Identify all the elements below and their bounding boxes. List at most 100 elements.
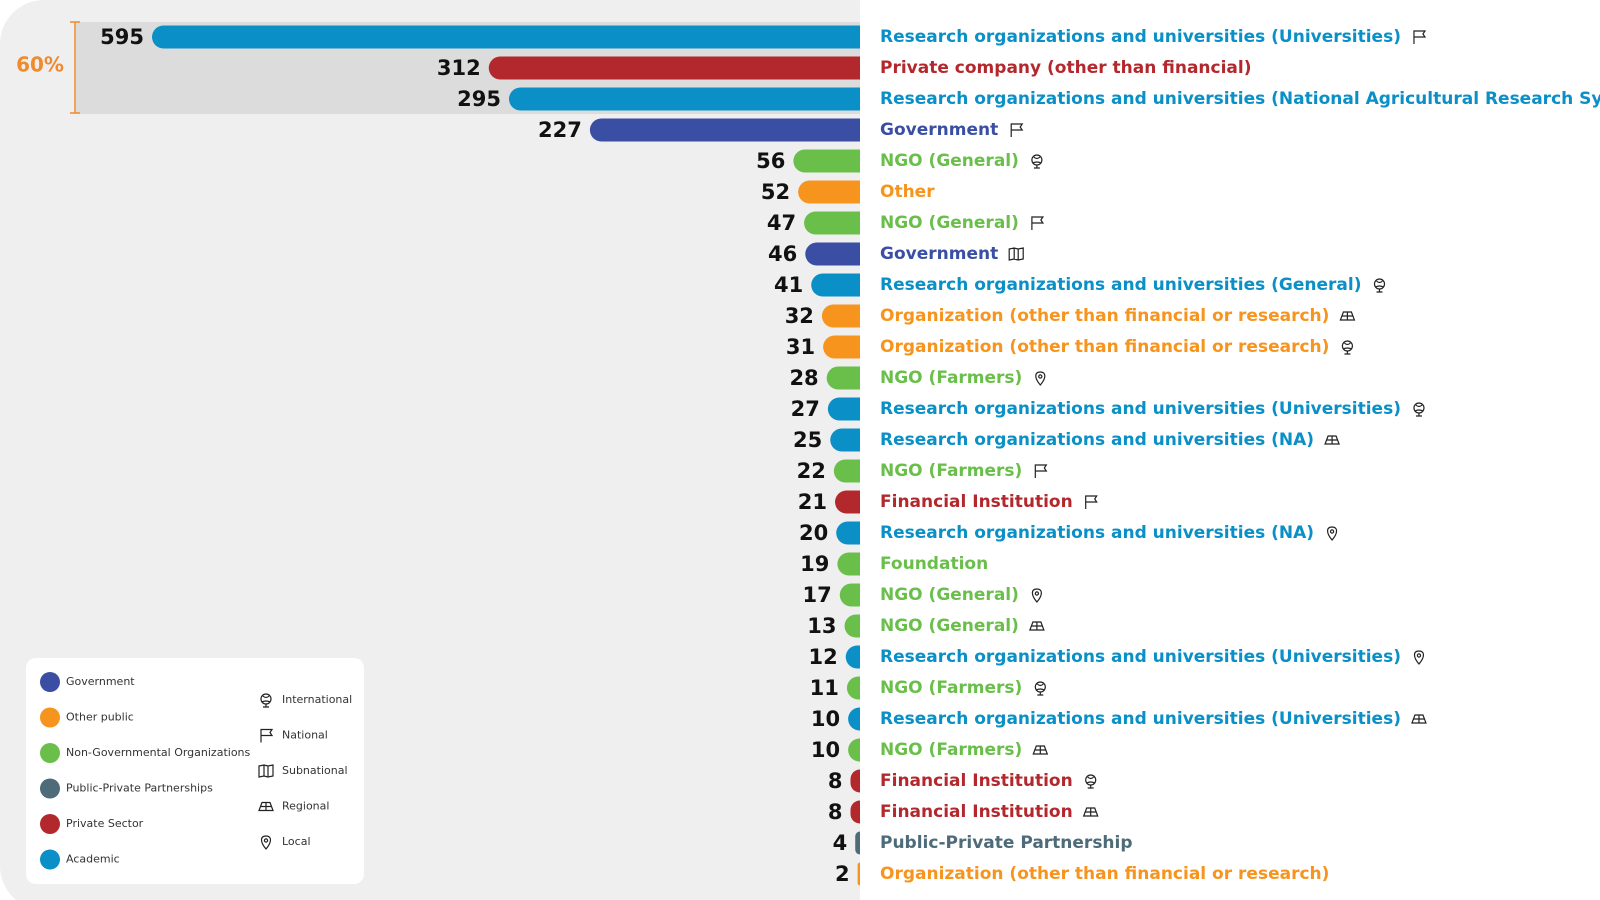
icon-part — [261, 695, 271, 708]
value-label: 47 — [767, 211, 796, 235]
legend-label: Local — [282, 835, 311, 848]
category-label: Other — [880, 182, 935, 202]
scope-icon — [1085, 774, 1097, 789]
scope-icon — [260, 693, 272, 708]
value-label: 20 — [799, 521, 828, 545]
icon-part — [1035, 371, 1046, 386]
category-label: Financial Institution — [880, 802, 1073, 822]
category-label: Government — [880, 120, 998, 140]
bar — [844, 614, 860, 638]
value-label: 25 — [793, 428, 822, 452]
value-label: 8 — [828, 769, 843, 793]
icon-part — [258, 801, 274, 812]
bar — [837, 552, 860, 576]
bar — [508, 87, 860, 111]
bracket — [70, 21, 80, 114]
icon-part — [1329, 529, 1335, 534]
value-label: 12 — [808, 645, 837, 669]
value-label: 31 — [786, 335, 815, 359]
value-label: 11 — [810, 676, 839, 700]
category-label: Research organizations and universities … — [880, 709, 1401, 729]
bar — [850, 800, 860, 824]
legend-swatch — [40, 849, 60, 870]
value-label: 2 — [835, 862, 850, 886]
legend-label: Private Sector — [66, 817, 144, 830]
icon-part — [1038, 374, 1043, 379]
scope-icon — [1413, 650, 1425, 665]
icon-part — [260, 728, 274, 743]
category-label: Private company (other than financial) — [880, 58, 1252, 78]
value-label: 10 — [811, 707, 840, 731]
bar — [830, 428, 860, 452]
icon-part — [1413, 30, 1427, 44]
scope-icon — [1341, 340, 1354, 355]
legend-label: Academic — [66, 853, 120, 866]
icon-part — [263, 838, 269, 843]
scope-icon — [260, 835, 272, 850]
scope-icon — [1411, 714, 1427, 724]
bar — [833, 459, 860, 483]
category-label: NGO (Farmers) — [880, 368, 1022, 388]
category-label: Research organizations and universities … — [880, 27, 1401, 47]
value-label: 13 — [807, 614, 836, 638]
legend-swatch — [40, 814, 60, 834]
legend-label: Public-Private Partnerships — [66, 782, 213, 795]
icon-part — [1032, 745, 1049, 755]
bar — [793, 149, 860, 173]
category-label: Research organizations and universities … — [880, 523, 1314, 543]
category-label: Organization (other than financial or re… — [880, 337, 1329, 357]
value-label: 27 — [791, 397, 820, 421]
bar — [821, 304, 860, 328]
bar — [811, 273, 860, 297]
scope-icon — [1034, 464, 1048, 478]
icon-part — [1034, 464, 1048, 478]
scope-icon — [1085, 495, 1098, 509]
icon-part — [1343, 342, 1352, 355]
scope-icon — [1373, 278, 1386, 293]
legend-swatch — [40, 672, 60, 692]
icon-part — [1082, 807, 1099, 817]
category-label: Research organizations and universities … — [880, 430, 1314, 450]
scope-icon — [1339, 311, 1356, 321]
value-label: 595 — [100, 25, 144, 49]
legend-label: Government — [66, 675, 135, 688]
legend-swatch — [40, 778, 60, 799]
icon-part — [1031, 588, 1042, 603]
bar — [488, 56, 860, 80]
icon-part — [260, 835, 272, 850]
icon-part — [1414, 404, 1424, 417]
bar — [845, 645, 860, 669]
icon-part — [258, 764, 274, 778]
category-label: NGO (General) — [880, 151, 1019, 171]
bar — [805, 242, 860, 266]
icon-part — [1324, 435, 1340, 445]
category-label: Public-Private Partnership — [880, 833, 1133, 853]
scope-icon — [1031, 588, 1042, 603]
category-label: Research organizations and universities … — [880, 275, 1362, 295]
bar — [839, 583, 860, 607]
category-label: NGO (General) — [880, 616, 1019, 636]
icon-part — [1036, 683, 1045, 696]
scope-icon — [1082, 807, 1099, 817]
scope-icon — [258, 801, 274, 812]
value-label: 312 — [437, 56, 481, 80]
icon-part — [1411, 714, 1427, 724]
category-label: NGO (General) — [880, 585, 1019, 605]
bar — [835, 490, 860, 514]
icon-part — [1375, 280, 1384, 293]
value-label: 17 — [803, 583, 832, 607]
scope-icon — [260, 728, 274, 743]
value-label: 19 — [800, 552, 829, 576]
bar — [850, 769, 860, 793]
scope-icon — [1008, 247, 1024, 261]
scope-icon — [1034, 681, 1046, 696]
legend-swatch — [40, 743, 60, 763]
value-label: 46 — [768, 242, 797, 266]
legend — [26, 658, 364, 884]
bars — [152, 25, 860, 886]
legend-swatch — [40, 707, 60, 728]
scope-icon — [1413, 402, 1425, 417]
scope-icon — [1413, 30, 1427, 44]
value-label: 4 — [833, 831, 848, 855]
